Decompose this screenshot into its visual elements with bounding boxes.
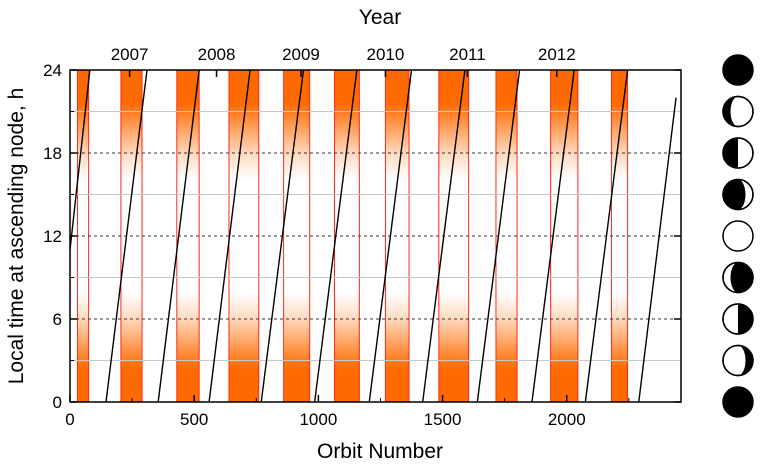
y-tick-label: 6 <box>53 310 62 329</box>
waning-gibbous-moon-icon <box>722 261 754 294</box>
year-label-2012: 2012 <box>538 45 576 64</box>
drift-line-10 <box>584 70 629 402</box>
year-label-2007: 2007 <box>111 45 149 64</box>
top-axis <box>128 70 558 77</box>
drift-line-11 <box>638 97 677 402</box>
shaded-band-10 <box>611 70 628 402</box>
top-axis-title: Year <box>359 6 401 29</box>
drift-line-0 <box>70 70 91 250</box>
waxing-gibbous-moon-icon <box>722 178 754 211</box>
y-axis-title: Local time at ascending node, h <box>5 88 28 385</box>
waxing-crescent-moon-icon <box>722 95 754 128</box>
drift-line-2 <box>157 70 200 402</box>
shaded-band-2 <box>176 70 200 402</box>
shaded-band-6 <box>385 70 410 402</box>
y-tick-label: 12 <box>43 227 62 246</box>
y-axis: 0 6 12 18 24 <box>43 61 681 412</box>
y-tick-label: 24 <box>43 61 62 80</box>
gridlines <box>70 111 681 361</box>
drift-line-6 <box>368 70 413 402</box>
x-axis-title: Orbit Number <box>317 440 443 463</box>
new-moon-icon <box>722 386 754 418</box>
drift-line-3 <box>208 70 251 402</box>
first-quarter-moon-icon <box>722 137 754 169</box>
plot-area <box>70 70 681 402</box>
waning-crescent-moon-icon <box>722 344 754 377</box>
x-tick-label: 0 <box>65 410 74 429</box>
year-label-2011: 2011 <box>449 45 486 64</box>
year-label-2009: 2009 <box>282 45 320 64</box>
drift-line-4 <box>260 70 305 402</box>
year-label-2008: 2008 <box>198 45 236 64</box>
drift-line-1 <box>105 70 148 402</box>
x-tick-label: 2000 <box>548 410 586 429</box>
y-tick-label: 0 <box>53 393 62 412</box>
x-tick-label: 1000 <box>299 410 337 429</box>
full-moon-icon <box>722 220 754 252</box>
drift-lines <box>70 70 677 402</box>
drift-line-5 <box>313 70 358 402</box>
year-labels: 2007 2008 2009 2010 2011 2012 <box>111 45 576 64</box>
drift-line-8 <box>476 70 521 402</box>
x-axis: 0 500 1000 1500 2000 <box>65 395 630 429</box>
year-label-2010: 2010 <box>367 45 405 64</box>
x-tick-label: 1500 <box>424 410 462 429</box>
x-tick-label: 500 <box>180 410 208 429</box>
drift-line-9 <box>531 70 575 402</box>
shaded-band-8 <box>495 70 518 402</box>
drift-line-7 <box>421 70 466 402</box>
new-moon-icon <box>722 54 754 86</box>
moon-phase-column <box>722 54 754 418</box>
last-quarter-moon-icon <box>722 303 754 335</box>
y-tick-label: 18 <box>43 144 62 163</box>
